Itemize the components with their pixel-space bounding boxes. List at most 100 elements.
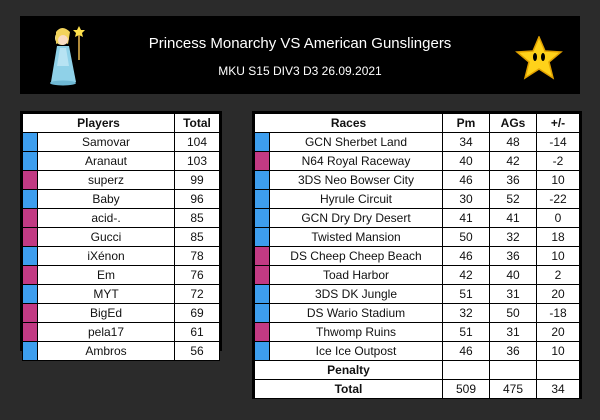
player-row: Ambros 56 [22,341,220,361]
race-name: Thwomp Ruins [269,322,443,342]
race-pm: 30 [442,189,490,209]
race-diff: 18 [536,227,580,247]
race-ags: 36 [489,170,537,190]
penalty-diff [536,360,580,380]
penalty-pm [442,360,490,380]
race-row: 3DS DK Jungle 51 31 20 [254,284,580,304]
player-row: Em 76 [22,265,220,285]
player-name: BigEd [37,303,175,323]
team-color-swatch [254,246,270,266]
player-total: 96 [174,189,220,209]
player-name: iXénon [37,246,175,266]
player-name: Ambros [37,341,175,361]
race-row: Toad Harbor 42 40 2 [254,265,580,285]
team-color-swatch [22,246,38,266]
race-row: Hyrule Circuit 30 52 -22 [254,189,580,209]
match-header: Princess Monarchy VS American Gunslinger… [20,16,580,94]
race-diff: 20 [536,322,580,342]
penalty-ags [489,360,537,380]
race-ags: 31 [489,284,537,304]
player-name: acid-. [37,208,175,228]
race-ags: 36 [489,246,537,266]
race-pm: 42 [442,265,490,285]
race-ags: 31 [489,322,537,342]
race-name: Toad Harbor [269,265,443,285]
team-color-swatch [254,322,270,342]
team-color-swatch [254,284,270,304]
player-total: 76 [174,265,220,285]
players-header: Players [22,113,175,133]
team-color-swatch [254,132,270,152]
player-total: 85 [174,208,220,228]
race-row: N64 Royal Raceway 40 42 -2 [254,151,580,171]
race-diff: -2 [536,151,580,171]
team-color-swatch [254,265,270,285]
race-pm: 51 [442,284,490,304]
race-diff: 10 [536,341,580,361]
team-color-swatch [22,322,38,342]
team-color-swatch [22,341,38,361]
race-ags: 41 [489,208,537,228]
race-row: Twisted Mansion 50 32 18 [254,227,580,247]
team-color-swatch [22,208,38,228]
race-pm: 46 [442,341,490,361]
penalty-label: Penalty [254,360,443,380]
races-header: Races [254,113,443,133]
player-row: pela17 61 [22,322,220,342]
player-name: Baby [37,189,175,209]
players-table: Players Total Samovar 104 Aranaut 103 superz… [22,113,220,361]
player-name: Gucci [37,227,175,247]
race-pm: 32 [442,303,490,323]
race-pm: 41 [442,208,490,228]
race-diff: 10 [536,170,580,190]
team-color-swatch [254,227,270,247]
race-ags: 42 [489,151,537,171]
team-color-swatch [22,132,38,152]
penalty-row: Penalty [254,360,580,380]
team-color-swatch [254,341,270,361]
player-name: pela17 [37,322,175,342]
race-pm: 40 [442,151,490,171]
player-row: Baby 96 [22,189,220,209]
race-diff: -18 [536,303,580,323]
player-name: superz [37,170,175,190]
race-ags: 52 [489,189,537,209]
team-color-swatch [254,151,270,171]
team-color-swatch [22,170,38,190]
team-color-swatch [22,265,38,285]
total-diff: 34 [536,379,580,399]
race-ags: 36 [489,341,537,361]
players-total-header: Total [174,113,220,133]
player-name: Aranaut [37,151,175,171]
match-subtitle: MKU S15 DIV3 D3 26.09.2021 [218,64,382,78]
player-total: 103 [174,151,220,171]
race-name: GCN Dry Dry Desert [269,208,443,228]
player-row: iXénon 78 [22,246,220,266]
team-color-swatch [22,151,38,171]
team-color-swatch [254,170,270,190]
race-row: DS Wario Stadium 32 50 -18 [254,303,580,323]
race-ags: 48 [489,132,537,152]
player-name: Em [37,265,175,285]
race-ags: 32 [489,227,537,247]
player-row: Aranaut 103 [22,151,220,171]
player-row: acid-. 85 [22,208,220,228]
race-pm: 51 [442,322,490,342]
team-color-swatch [254,303,270,323]
race-name: GCN Sherbet Land [269,132,443,152]
player-row: superz 99 [22,170,220,190]
race-name: N64 Royal Raceway [269,151,443,171]
player-row: MYT 72 [22,284,220,304]
total-pm: 509 [442,379,490,399]
race-row: Ice Ice Outpost 46 36 10 [254,341,580,361]
player-total: 78 [174,246,220,266]
race-diff: -14 [536,132,580,152]
player-total: 99 [174,170,220,190]
total-ags: 475 [489,379,537,399]
pm-header: Pm [442,113,490,133]
ags-header: AGs [489,113,537,133]
races-table: Races Pm AGs +/- GCN Sherbet Land 34 48 -14… [254,113,580,399]
player-total: 104 [174,132,220,152]
player-total: 72 [174,284,220,304]
race-name: 3DS Neo Bowser City [269,170,443,190]
